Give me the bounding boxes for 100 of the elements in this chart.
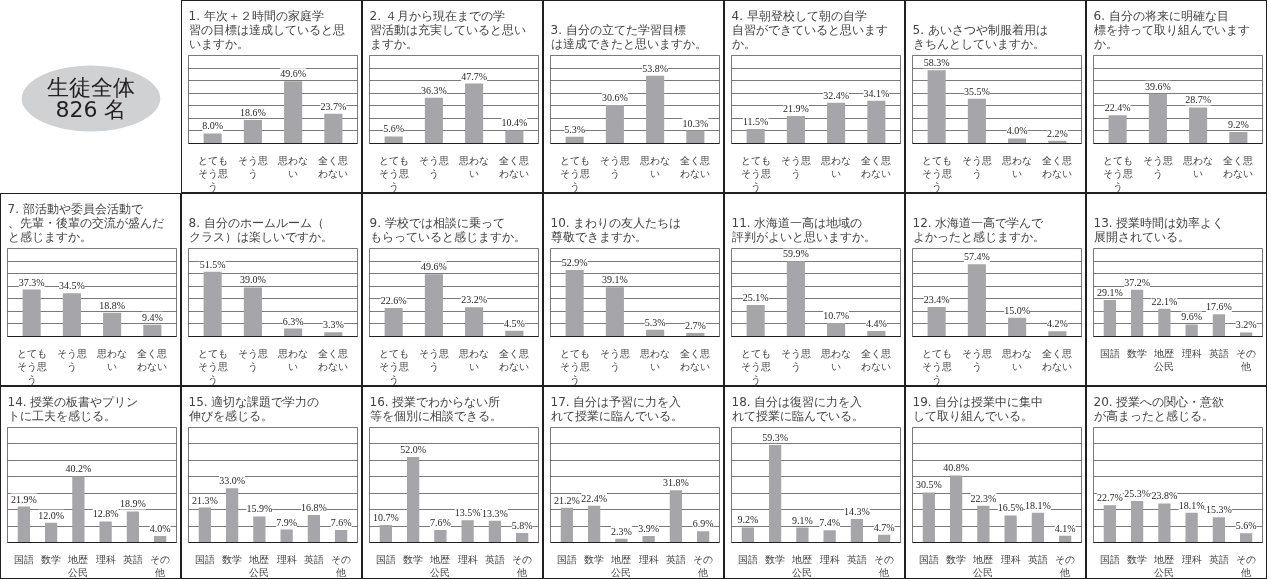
data-label: 37.2% xyxy=(1124,276,1151,288)
bar xyxy=(977,505,990,543)
data-label: 18.1% xyxy=(1178,499,1205,511)
x-tick-label: 英語 xyxy=(1208,347,1229,359)
data-label: 9.2% xyxy=(737,514,759,526)
data-label: 13.5% xyxy=(454,507,481,519)
chart-title: 4. 早朝登校して朝の自学自習ができていると思いますか。 xyxy=(731,8,888,51)
chart-title: 18. 自分は復習に力を入れて授業に臨んでいる。 xyxy=(731,394,864,423)
x-tick-label: 地歴公民 xyxy=(791,553,813,578)
x-tick-label: 全く思わない xyxy=(1223,154,1254,179)
data-label: 23.4% xyxy=(923,294,950,306)
x-tick-label: とてもそう思う xyxy=(921,154,952,192)
bar xyxy=(424,274,443,337)
bar xyxy=(949,475,963,543)
x-tick-label: 国語 xyxy=(556,553,577,565)
x-tick-label: 思わない xyxy=(820,347,852,372)
bar xyxy=(461,520,474,543)
data-label: 12.0% xyxy=(38,509,65,521)
x-tick-label: 全く思わない xyxy=(861,154,892,179)
x-tick-label: 地歴公民 xyxy=(972,553,994,578)
data-label: 10.7% xyxy=(372,511,399,523)
data-label: 5.8% xyxy=(511,519,533,531)
data-label: 34.5% xyxy=(58,280,85,292)
x-tick-label: 理科 xyxy=(1181,347,1202,359)
x-tick-label: そう思う xyxy=(1142,154,1173,179)
x-tick-label: 数学 xyxy=(946,553,967,565)
data-label: 25.3% xyxy=(1124,487,1151,499)
x-tick-label: 思わない xyxy=(277,154,309,179)
bar xyxy=(198,507,211,543)
x-tick-label: 数学 xyxy=(222,553,243,565)
bar xyxy=(686,130,705,144)
x-tick-label: 国語 xyxy=(918,553,939,565)
x-tick-label: 全く思わない xyxy=(680,154,711,179)
x-tick-label: とてもそう思う xyxy=(559,347,590,385)
x-tick-label: 全く思わない xyxy=(318,347,349,372)
data-label: 12.8% xyxy=(92,508,119,520)
data-label: 2.3% xyxy=(610,525,632,537)
bar xyxy=(1189,107,1208,144)
x-tick-label: 英語 xyxy=(846,553,867,565)
x-tick-label: 思わない xyxy=(1001,154,1033,179)
x-tick-label: 英語 xyxy=(665,553,686,565)
x-tick-label: その他 xyxy=(331,553,352,578)
bar xyxy=(324,113,343,144)
x-tick-label: その他 xyxy=(1236,347,1257,372)
x-tick-label: 全く思わない xyxy=(318,154,349,179)
bar xyxy=(1212,517,1226,543)
x-tick-label: 全く思わない xyxy=(1042,154,1073,179)
bar xyxy=(505,130,524,144)
data-label: 58.3% xyxy=(923,57,950,69)
x-tick-label: 国語 xyxy=(737,553,758,565)
data-label: 10.4% xyxy=(501,117,528,129)
data-label: 16.5% xyxy=(997,502,1024,514)
bar xyxy=(1130,500,1144,543)
data-label: 21.3% xyxy=(191,494,218,506)
data-label: 40.2% xyxy=(65,463,92,475)
x-tick-label: そう思う xyxy=(237,154,268,179)
bar xyxy=(1240,332,1253,337)
bar xyxy=(605,105,624,144)
chart-title: 10. まわりの友人たちは尊敬できますか。 xyxy=(550,215,682,244)
bar xyxy=(646,75,665,144)
bar xyxy=(1158,503,1171,543)
x-tick-label: そう思う xyxy=(599,347,630,372)
data-label: 4.2% xyxy=(1046,318,1068,330)
chart-title: 17. 自分は予習に力を入れて授業に臨んでいる。 xyxy=(550,394,683,423)
x-tick-label: 英語 xyxy=(484,553,505,565)
bar xyxy=(225,488,239,543)
data-label: 34.1% xyxy=(863,87,890,99)
chart-title: 15. 適切な課題で学力の伸びを感じる。 xyxy=(187,394,320,423)
x-tick-label: とてもそう思う xyxy=(378,154,409,192)
data-label: 47.7% xyxy=(461,70,488,82)
x-tick-label: その他 xyxy=(512,553,533,578)
x-tick-label: そう思う xyxy=(418,154,449,179)
data-label: 15.3% xyxy=(1205,504,1232,516)
x-tick-label: 数学 xyxy=(41,553,62,565)
bar xyxy=(927,307,946,337)
data-label: 25.1% xyxy=(742,291,769,303)
x-tick-label: その他 xyxy=(1055,553,1076,578)
data-label: 23.2% xyxy=(461,294,488,306)
data-label: 17.6% xyxy=(1205,301,1232,313)
data-label: 30.6% xyxy=(601,92,628,104)
bar xyxy=(1103,505,1116,543)
chart-title: 8. 自分のホームルーム（クラス）は楽しいですか。 xyxy=(188,215,333,244)
data-label: 22.3% xyxy=(970,492,997,504)
data-label: 9.6% xyxy=(1181,311,1203,323)
x-tick-label: とてもそう思う xyxy=(921,347,952,385)
data-label: 53.8% xyxy=(642,62,669,74)
bar xyxy=(1148,93,1167,144)
x-tick-label: 全く思わない xyxy=(1042,347,1073,372)
x-tick-label: そう思う xyxy=(237,347,268,372)
x-tick-label: 思わない xyxy=(639,154,671,179)
bar xyxy=(746,304,765,337)
bar xyxy=(1103,299,1116,337)
x-tick-label: 数学 xyxy=(1127,347,1148,359)
data-label: 3.9% xyxy=(638,523,660,535)
bar xyxy=(44,522,58,543)
x-tick-label: そう思う xyxy=(418,347,449,372)
data-label: 21.2% xyxy=(553,494,580,506)
chart-title: 19. 自分は授業中に集中して取り組んでいる。 xyxy=(912,394,1044,423)
bar xyxy=(827,102,846,144)
bar xyxy=(827,323,846,337)
